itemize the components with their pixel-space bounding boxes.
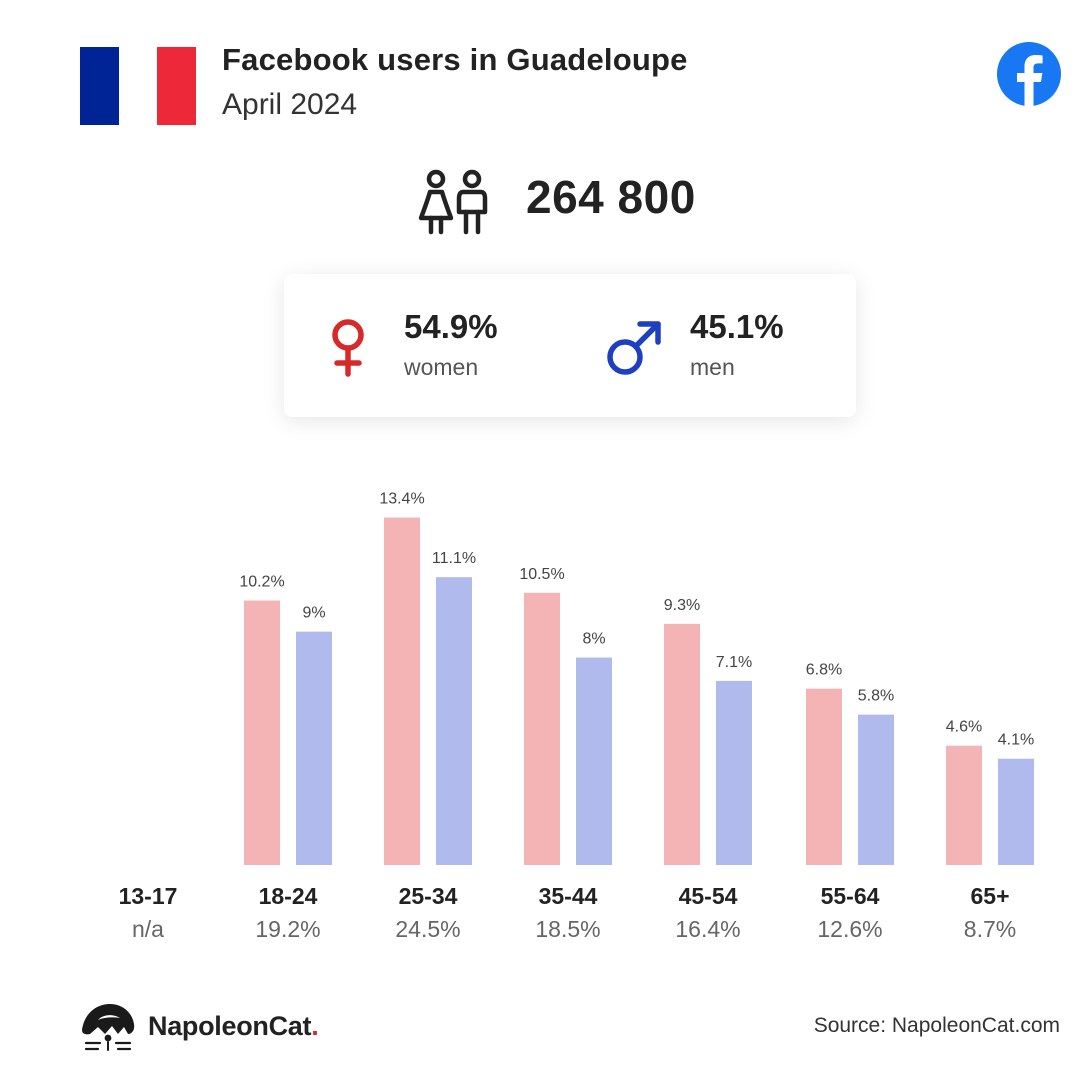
category-label-55-64: 55-64 bbox=[820, 883, 880, 909]
flag-stripe-red bbox=[157, 47, 197, 125]
men-label: men bbox=[690, 354, 735, 380]
bar-men-65+ bbox=[998, 758, 1034, 865]
women-label: women bbox=[404, 354, 479, 380]
female-symbol-icon bbox=[332, 319, 364, 377]
category-label-35-44: 35-44 bbox=[538, 883, 598, 909]
total-users-value: 264 800 bbox=[526, 171, 696, 223]
users-icon bbox=[418, 169, 488, 235]
data-label-men-35-44: 8% bbox=[582, 631, 605, 648]
data-label-women-65+: 4.6% bbox=[946, 719, 982, 736]
category-label-65+: 65+ bbox=[970, 883, 1010, 909]
data-label-women-25-34: 13.4% bbox=[379, 491, 424, 508]
category-share-18-24: 19.2% bbox=[255, 916, 321, 942]
bar-women-65+ bbox=[946, 745, 982, 865]
bar-women-45-54 bbox=[664, 623, 700, 865]
page-subtitle: April 2024 bbox=[222, 88, 358, 121]
data-label-women-45-54: 9.3% bbox=[664, 597, 700, 614]
bar-women-18-24 bbox=[244, 600, 280, 865]
male-symbol-icon bbox=[607, 321, 661, 375]
category-share-35-44: 18.5% bbox=[535, 916, 601, 942]
source-credit: Source: NapoleonCat.com bbox=[813, 1014, 1060, 1037]
category-share-65+: 8.7% bbox=[963, 916, 1017, 942]
facebook-logo-icon bbox=[997, 42, 1061, 106]
bar-women-25-34 bbox=[384, 517, 420, 865]
data-label-women-55-64: 6.8% bbox=[806, 662, 842, 679]
bar-men-18-24 bbox=[296, 631, 332, 865]
flag-stripe-blue bbox=[80, 47, 119, 125]
brand-dot: . bbox=[311, 1011, 319, 1041]
bar-women-35-44 bbox=[524, 592, 560, 865]
data-label-men-25-34: 11.1% bbox=[432, 550, 476, 567]
data-label-men-55-64: 5.8% bbox=[858, 688, 894, 705]
flag-icon bbox=[80, 47, 197, 125]
category-share-45-54: 16.4% bbox=[675, 916, 741, 942]
category-share-55-64: 12.6% bbox=[817, 916, 883, 942]
women-percent: 54.9% bbox=[404, 308, 498, 345]
category-label-45-54: 45-54 bbox=[678, 883, 738, 909]
data-label-men-18-24: 9% bbox=[302, 605, 325, 622]
bar-men-25-34 bbox=[436, 577, 472, 865]
category-share-25-34: 24.5% bbox=[395, 916, 461, 942]
napoleoncat-logo-icon bbox=[82, 1004, 135, 1051]
category-share-13-17: n/a bbox=[132, 916, 164, 942]
category-label-13-17: 13-17 bbox=[118, 883, 178, 909]
data-label-women-18-24: 10.2% bbox=[239, 574, 284, 591]
bar-men-55-64 bbox=[858, 714, 894, 865]
bar-men-35-44 bbox=[576, 657, 612, 865]
age-gender-bar-chart: 10.2% 9% 13.4% 11.1% 10.5% 8% 9.3% 7.1% 6.8% 5.8%… bbox=[239, 491, 1034, 865]
bar-men-45-54 bbox=[716, 680, 752, 865]
bar-women-55-64 bbox=[806, 688, 842, 865]
data-label-men-65+: 4.1% bbox=[998, 732, 1034, 749]
men-percent: 45.1% bbox=[690, 308, 784, 345]
data-label-men-45-54: 7.1% bbox=[716, 654, 752, 671]
brand-name: NapoleonCat. bbox=[148, 1011, 319, 1042]
category-label-25-34: 25-34 bbox=[398, 883, 458, 909]
brand-name-text: NapoleonCat bbox=[148, 1011, 312, 1041]
flag-stripe-white bbox=[118, 47, 158, 125]
category-label-18-24: 18-24 bbox=[258, 883, 318, 909]
gender-card: 54.9% women 45.1% men bbox=[284, 274, 856, 417]
data-label-women-35-44: 10.5% bbox=[519, 566, 564, 583]
page-title: Facebook users in Guadeloupe bbox=[222, 42, 688, 77]
